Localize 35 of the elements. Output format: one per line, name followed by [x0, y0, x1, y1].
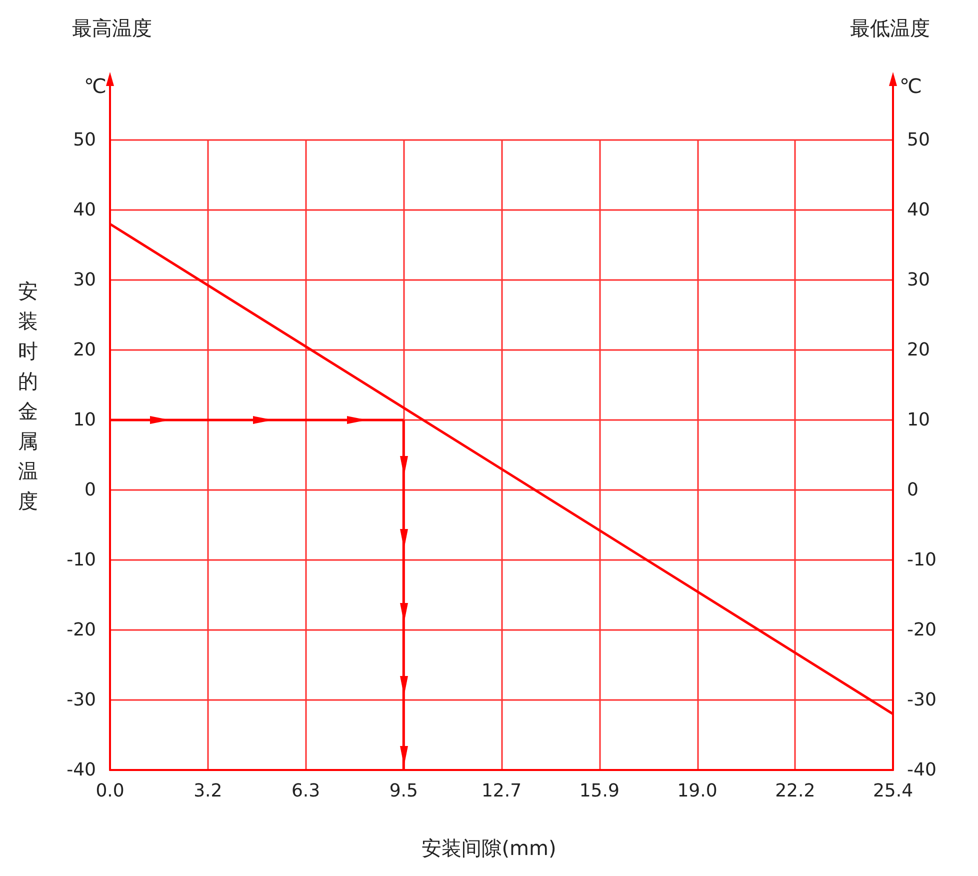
y-tick-label: -20 — [66, 620, 96, 640]
x-tick-label: 19.0 — [677, 780, 718, 802]
x-tick-label: 22.2 — [775, 780, 816, 802]
x-tick-label: 9.5 — [389, 780, 418, 802]
y-tick-label: -10 — [66, 550, 96, 570]
text: 最低温度 — [850, 16, 930, 40]
y2-tick-label: 0 — [907, 480, 918, 500]
text: ℃ — [84, 74, 106, 98]
y2-tick-label: -10 — [907, 550, 936, 570]
y-tick-label: -30 — [66, 690, 96, 710]
x-axis-title: 安装间隙(mm) — [422, 836, 556, 860]
x-tick-label: 6.3 — [291, 780, 320, 802]
x-tick-label: 0.0 — [96, 780, 124, 802]
y-tick-label: 50 — [73, 130, 96, 150]
x-tick-label: 12.7 — [481, 780, 522, 802]
y2-tick-label: 20 — [907, 340, 930, 360]
y-tick-label: 10 — [73, 410, 96, 430]
y2-tick-label: 10 — [907, 410, 930, 430]
y-tick-label: 0 — [84, 480, 96, 500]
y-tick-label: 20 — [73, 340, 96, 360]
y2-tick-label: 30 — [907, 270, 930, 290]
text: ℃ — [900, 74, 922, 98]
y-tick-label: 40 — [73, 200, 96, 220]
x-tick-label: 15.9 — [579, 780, 620, 802]
y2-tick-label: 40 — [907, 200, 930, 220]
y2-tick-label: -20 — [907, 620, 936, 640]
y2-tick-label: -30 — [907, 690, 936, 710]
y2-tick-label: 50 — [907, 130, 930, 150]
text: 最高温度 — [72, 16, 152, 40]
y2-tick-label: -40 — [907, 760, 936, 780]
y-axis-title: 安装时的金属温度 — [18, 279, 38, 513]
x-tick-label: 25.4 — [872, 780, 914, 802]
y-tick-label: 30 — [73, 270, 96, 290]
y-tick-label: -40 — [66, 760, 96, 780]
x-tick-label: 3.2 — [194, 780, 222, 802]
